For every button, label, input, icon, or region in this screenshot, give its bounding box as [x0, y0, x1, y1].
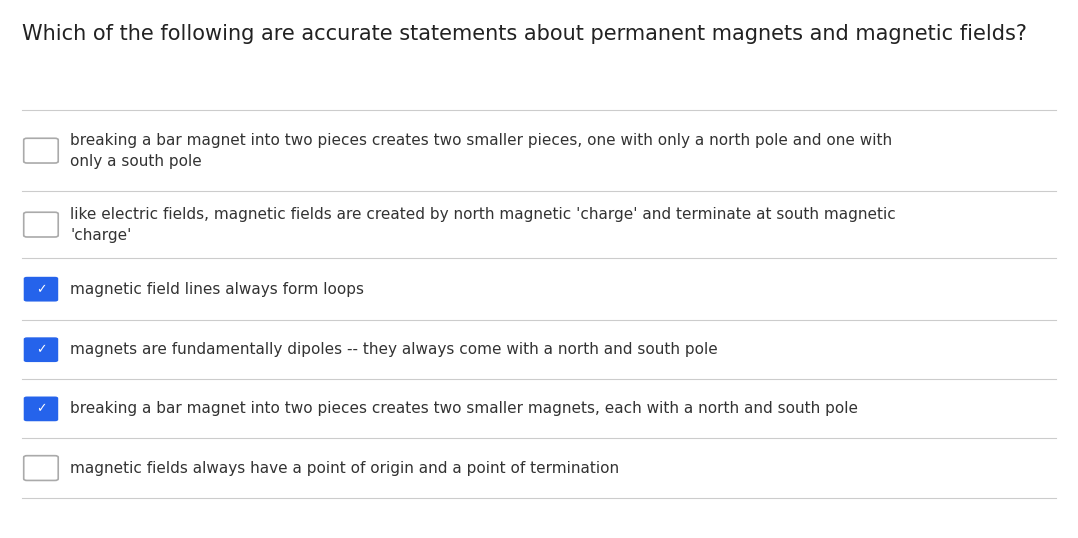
- Text: magnetic fields always have a point of origin and a point of termination: magnetic fields always have a point of o…: [70, 461, 619, 476]
- FancyBboxPatch shape: [24, 397, 58, 421]
- Text: breaking a bar magnet into two pieces creates two smaller magnets, each with a n: breaking a bar magnet into two pieces cr…: [70, 401, 858, 416]
- Text: like electric fields, magnetic fields are created by north magnetic 'charge' and: like electric fields, magnetic fields ar…: [70, 207, 896, 243]
- Text: magnets are fundamentally dipoles -- they always come with a north and south pol: magnets are fundamentally dipoles -- the…: [70, 342, 718, 357]
- FancyBboxPatch shape: [24, 277, 58, 301]
- FancyBboxPatch shape: [24, 337, 58, 362]
- FancyBboxPatch shape: [24, 138, 58, 163]
- Text: Which of the following are accurate statements about permanent magnets and magne: Which of the following are accurate stat…: [22, 24, 1026, 44]
- FancyBboxPatch shape: [24, 212, 58, 237]
- Text: ✓: ✓: [36, 282, 46, 296]
- Text: ✓: ✓: [36, 402, 46, 415]
- Text: ✓: ✓: [36, 343, 46, 356]
- Text: breaking a bar magnet into two pieces creates two smaller pieces, one with only : breaking a bar magnet into two pieces cr…: [70, 133, 893, 168]
- Text: magnetic field lines always form loops: magnetic field lines always form loops: [70, 282, 364, 296]
- FancyBboxPatch shape: [24, 456, 58, 480]
